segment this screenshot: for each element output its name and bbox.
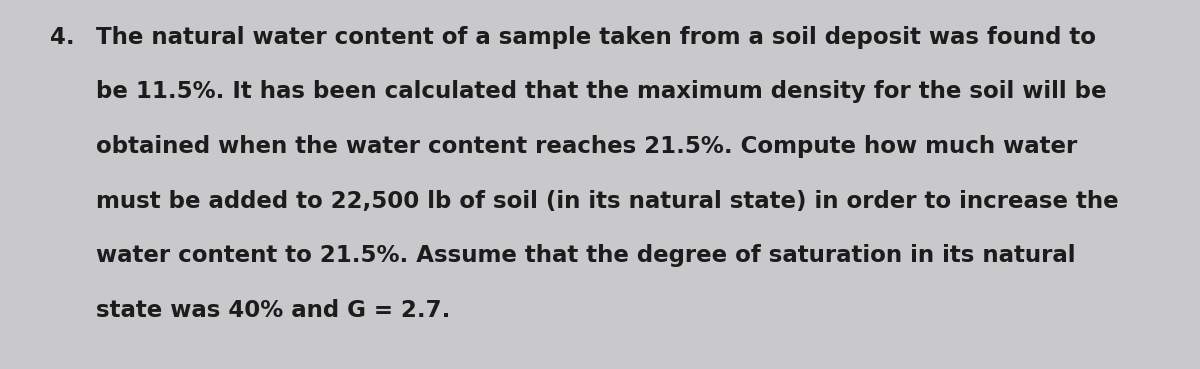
Text: The natural water content of a sample taken from a soil deposit was found to: The natural water content of a sample ta…: [96, 26, 1096, 49]
Text: must be added to 22,500 lb of soil (in its natural state) in order to increase t: must be added to 22,500 lb of soil (in i…: [96, 190, 1118, 213]
Text: obtained when the water content reaches 21.5%. Compute how much water: obtained when the water content reaches …: [96, 135, 1078, 158]
Text: be 11.5%. It has been calculated that the maximum density for the soil will be: be 11.5%. It has been calculated that th…: [96, 80, 1106, 103]
Text: 4.: 4.: [49, 26, 74, 49]
Text: state was 40% and G = 2.7.: state was 40% and G = 2.7.: [96, 299, 450, 322]
Text: water content to 21.5%. Assume that the degree of saturation in its natural: water content to 21.5%. Assume that the …: [96, 244, 1075, 267]
